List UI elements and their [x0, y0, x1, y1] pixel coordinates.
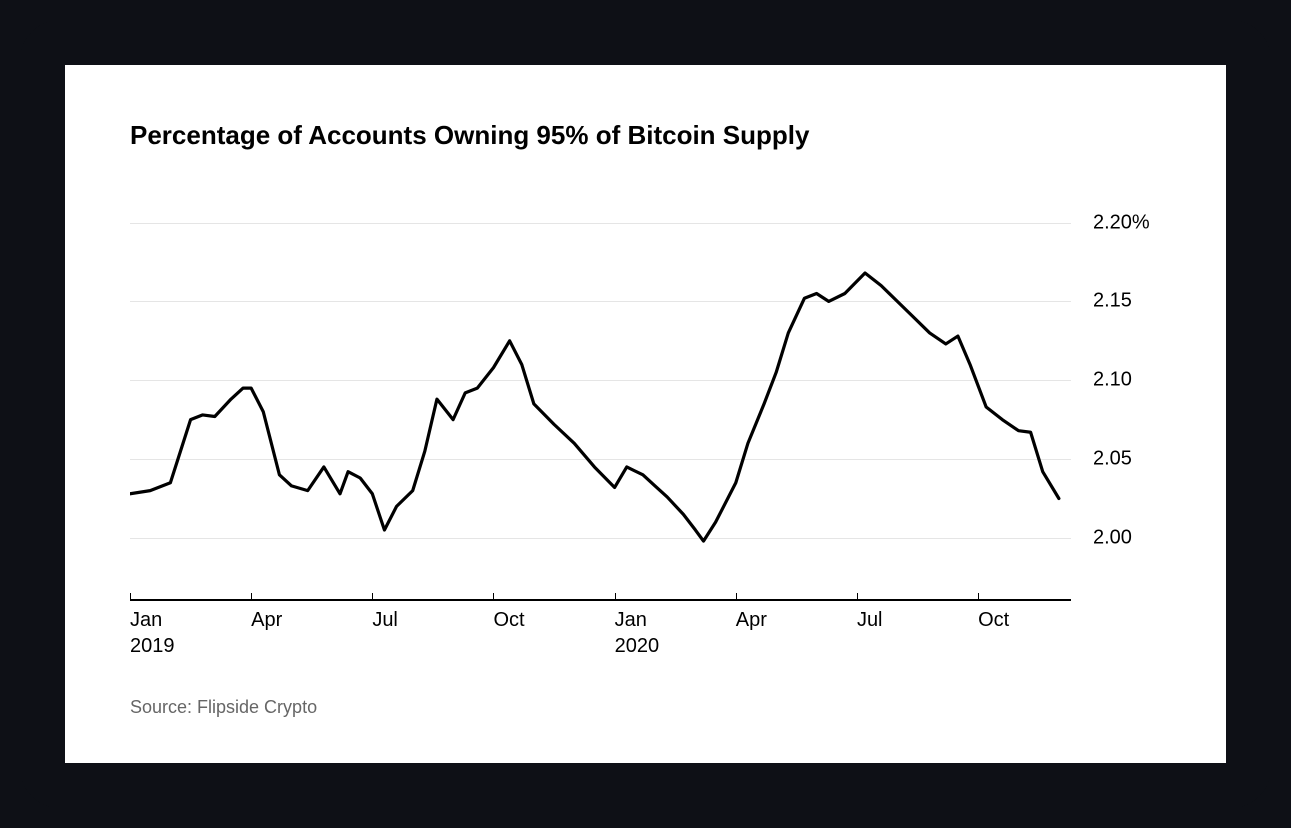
x-tick [372, 593, 373, 601]
outer-card: Percentage of Accounts Owning 95% of Bit… [20, 20, 1271, 808]
y-tick-label: 2.05 [1093, 448, 1132, 471]
chart-container: 2.002.052.102.152.20% Jan 2019AprJulOctJ… [130, 191, 1161, 691]
x-tick [978, 593, 979, 601]
y-tick-label: 2.00 [1093, 526, 1132, 549]
line-chart-svg [130, 191, 1071, 601]
x-tick [736, 593, 737, 601]
x-tick-label: Jan 2020 [615, 607, 660, 659]
y-tick-label: 2.15 [1093, 290, 1132, 313]
x-tick-label: Apr [251, 607, 282, 633]
x-tick [615, 593, 616, 601]
data-line [130, 273, 1059, 541]
x-tick [130, 593, 131, 601]
x-tick [857, 593, 858, 601]
x-tick-label: Jul [372, 607, 398, 633]
x-tick-label: Jul [857, 607, 883, 633]
y-axis-labels: 2.00 2.05 2.10 2.15 2.20% [1081, 191, 1161, 601]
x-tick-label: Oct [493, 607, 524, 633]
plot-area [130, 191, 1071, 601]
x-tick [493, 593, 494, 601]
x-tick-label: Jan 2019 [130, 607, 175, 659]
y-tick-label: 2.20% [1093, 211, 1150, 234]
x-axis-labels: Jan 2019 Apr Jul Oct Jan 2020 Apr Jul Oct [130, 601, 1071, 661]
x-tick-label: Apr [736, 607, 767, 633]
y-tick-label: 2.10 [1093, 369, 1132, 392]
chart-source: Source: Flipside Crypto [130, 697, 1161, 718]
x-tick [251, 593, 252, 601]
chart-title: Percentage of Accounts Owning 95% of Bit… [130, 120, 1161, 151]
chart-card: Percentage of Accounts Owning 95% of Bit… [65, 65, 1226, 763]
x-tick-label: Oct [978, 607, 1009, 633]
